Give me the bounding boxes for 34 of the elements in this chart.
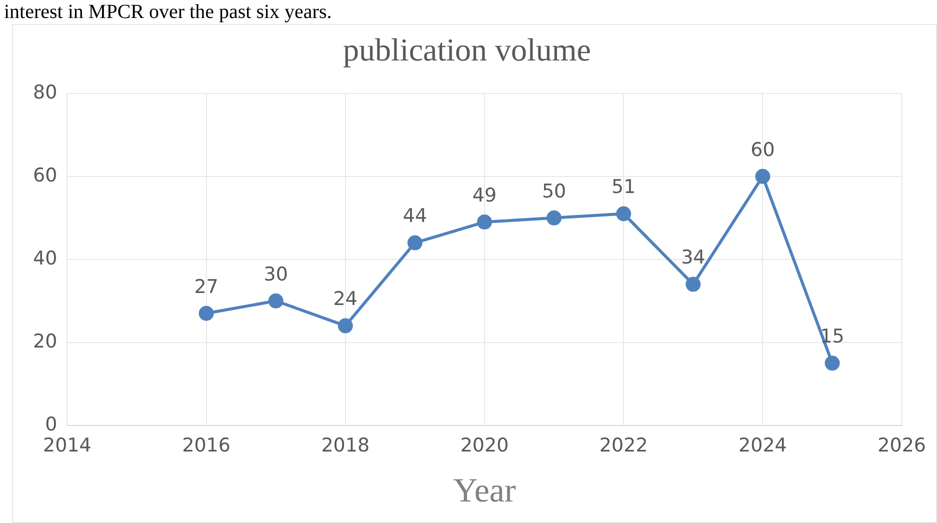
- data-label: 50: [542, 180, 566, 202]
- point: [755, 168, 770, 184]
- y-tick-label: 60: [32, 164, 58, 186]
- point: [198, 306, 214, 321]
- y-tick-label: 80: [32, 81, 58, 104]
- x-axis-title: Year: [453, 472, 517, 510]
- point: [477, 214, 492, 230]
- point: [824, 356, 840, 371]
- point: [686, 276, 701, 292]
- point: [616, 206, 632, 222]
- data-label: 51: [612, 176, 636, 198]
- data-label: 49: [472, 184, 497, 206]
- x-tick-label: 2022: [599, 434, 648, 457]
- data-label: 34: [681, 246, 706, 269]
- x-tick-label: 2016: [182, 434, 230, 457]
- x-tick-label: 2020: [460, 434, 509, 457]
- text: interest in MPCR over the past six years.: [3, 0, 333, 24]
- point: [268, 293, 284, 308]
- chart-title: publication volume: [343, 32, 591, 68]
- y-tick-label: 40: [32, 247, 58, 270]
- data-label: 30: [264, 263, 288, 286]
- x-tick-label: 2024: [738, 434, 787, 457]
- data-label: 27: [194, 276, 218, 298]
- data-label: 24: [333, 288, 358, 310]
- data-label: 60: [750, 138, 775, 161]
- y-tick-label: 0: [45, 413, 58, 436]
- data-label: 44: [402, 205, 428, 228]
- point: [546, 210, 562, 226]
- x-tick-label: 2026: [878, 434, 926, 457]
- point: [338, 318, 353, 334]
- x-tick-label: 2018: [321, 434, 370, 457]
- y-tick-label: 20: [32, 330, 58, 352]
- point: [407, 235, 422, 250]
- x-tick-label: 2014: [42, 434, 92, 457]
